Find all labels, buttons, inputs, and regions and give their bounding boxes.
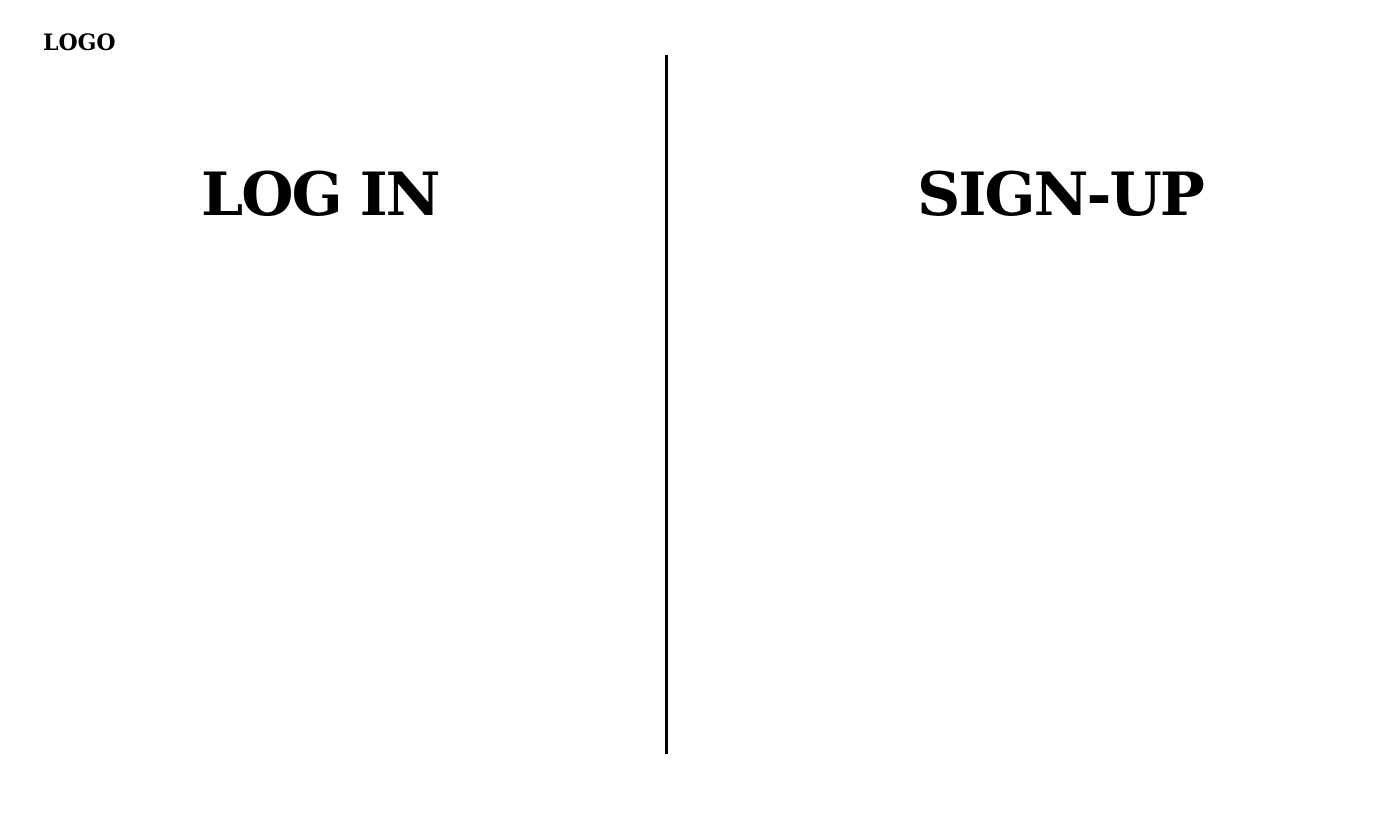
signup-heading[interactable]: SIGN-UP	[917, 160, 1205, 230]
vertical-divider	[665, 55, 668, 754]
logo[interactable]: LOGO	[43, 30, 116, 56]
login-heading[interactable]: LOG IN	[201, 160, 441, 230]
